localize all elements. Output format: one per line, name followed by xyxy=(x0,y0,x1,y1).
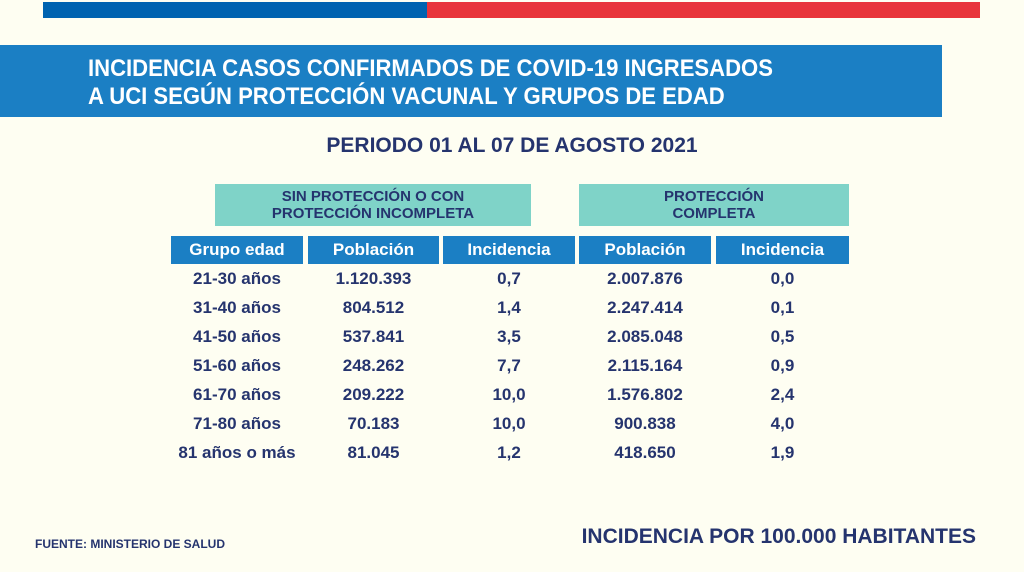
group-header-protected: PROTECCIÓN COMPLETA xyxy=(579,184,849,226)
table-cell: 61-70 años xyxy=(193,385,281,404)
table-cell: 418.650 xyxy=(614,443,676,462)
column-header: Población xyxy=(308,236,439,264)
table-cell: 0,5 xyxy=(770,327,795,346)
table-cell: 0,9 xyxy=(770,356,795,375)
title-banner: INCIDENCIA CASOS CONFIRMADOS DE COVID-19… xyxy=(0,45,942,117)
table-cell: 41-50 años xyxy=(193,327,281,346)
column-header: Grupo edad xyxy=(171,236,303,264)
table-cell: 0,0 xyxy=(770,269,795,288)
unit-note: INCIDENCIA POR 100.000 HABITANTES xyxy=(581,525,976,548)
table-cell: 0,1 xyxy=(770,298,795,317)
table-cell: 21-30 años xyxy=(193,269,281,288)
table-cell: 2,4 xyxy=(770,385,795,404)
flag-stripe-blue xyxy=(43,2,427,18)
table-cell: 209.222 xyxy=(342,385,405,404)
group-header-line: SIN PROTECCIÓN O CON xyxy=(281,188,465,205)
table-cell: 7,7 xyxy=(497,356,521,375)
group-header-unprotected: SIN PROTECCIÓN O CON PROTECCIÓN INCOMPLE… xyxy=(215,184,531,226)
table-cell: 4,0 xyxy=(770,414,795,433)
table-cell: 2.115.164 xyxy=(607,356,683,375)
table-cell: 1.576.802 xyxy=(607,385,683,404)
table-cell: 81 años o más xyxy=(178,443,296,462)
period-subtitle: PERIODO 01 AL 07 DE AGOSTO 2021 xyxy=(326,134,698,157)
table-cell: 70.183 xyxy=(347,414,400,433)
group-header-line: PROTECCIÓN INCOMPLETA xyxy=(271,205,475,222)
table-cell: 537.841 xyxy=(342,327,405,346)
title-line-1: INCIDENCIA CASOS CONFIRMADOS DE COVID-19… xyxy=(88,55,773,82)
table-cell: 804.512 xyxy=(342,298,405,317)
table-cell: 248.262 xyxy=(342,356,405,375)
table-cell: 0,7 xyxy=(497,269,521,288)
table-cell: 1,4 xyxy=(497,298,521,317)
table-cell: 3,5 xyxy=(497,327,521,346)
column-header: Población xyxy=(579,236,711,264)
table-cell: 81.045 xyxy=(347,443,400,462)
table-cell: 51-60 años xyxy=(193,356,281,375)
table-cell: 1,9 xyxy=(770,443,795,462)
table-cell: 71-80 años xyxy=(193,414,281,433)
table-cell: 10,0 xyxy=(492,414,526,433)
table-cell: 900.838 xyxy=(614,414,676,433)
table-cell: 2.085.048 xyxy=(607,327,683,346)
table-cell: 1,2 xyxy=(497,443,521,462)
source-note: FUENTE: MINISTERIO DE SALUD xyxy=(35,537,226,551)
column-header: Incidencia xyxy=(443,236,575,264)
flag-stripe-red xyxy=(427,2,980,18)
group-header-line: COMPLETA xyxy=(672,205,756,222)
table-cell: 2.007.876 xyxy=(607,269,683,288)
table-cell: 10,0 xyxy=(492,385,526,404)
group-header-line: PROTECCIÓN xyxy=(663,188,764,205)
table-cell: 1.120.393 xyxy=(335,269,412,288)
table-cell: 31-40 años xyxy=(193,298,281,317)
column-header: Incidencia xyxy=(716,236,849,264)
title-line-2: A UCI SEGÚN PROTECCIÓN VACUNAL Y GRUPOS … xyxy=(88,83,725,110)
table-cell: 2.247.414 xyxy=(607,298,683,317)
